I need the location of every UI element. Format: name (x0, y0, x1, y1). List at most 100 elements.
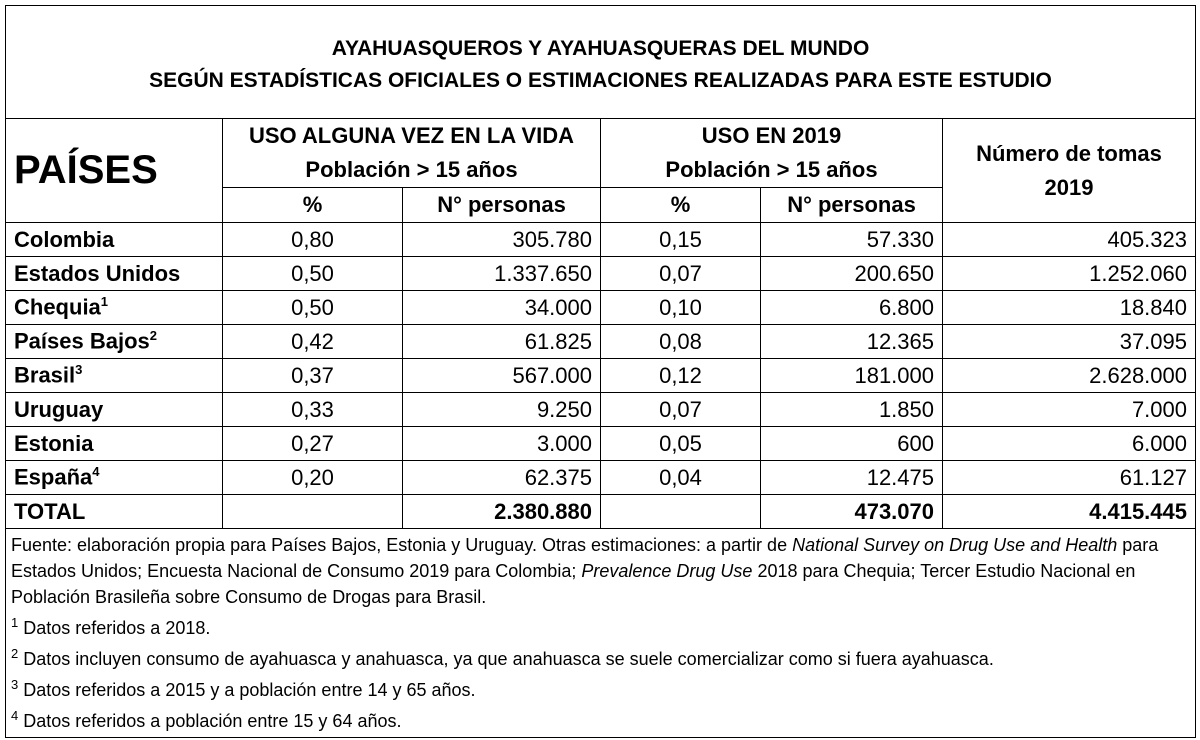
column-header: % (600, 187, 761, 223)
footnote: 2 Datos incluyen consumo de ayahuasca y … (11, 641, 1190, 672)
group-label: Población > 15 años (665, 157, 878, 182)
value-cell: 0,50 (222, 256, 403, 291)
note-mark: 4 (92, 464, 100, 480)
doses-label: 2019 (1044, 174, 1094, 200)
column-header: N° personas (402, 187, 601, 223)
value-cell: 37.095 (942, 324, 1196, 359)
country-cell: Estados Unidos (5, 256, 223, 291)
country: Estados Unidos (14, 260, 181, 286)
source-text: para Estados Unidos; Encuesta Nacional d… (11, 535, 1159, 581)
footnote-text: Datos incluyen consumo de ayahuasca y an… (23, 649, 994, 669)
empty-cell (222, 494, 403, 529)
document: AYAHUASQUEROS Y AYAHUASQUERAS DEL MUNDO … (5, 5, 1196, 738)
value-cell: 12.475 (760, 460, 943, 495)
value-cell: 6.000 (942, 426, 1196, 461)
value-cell: 1.850 (760, 392, 943, 427)
subheader-row: % N° personas % N° personas (6, 187, 1196, 223)
note-mark: 2 (149, 328, 157, 344)
footnote-mark: 4 (11, 708, 19, 723)
footnote: 3 Datos referidos a 2015 y a población e… (11, 672, 1190, 703)
value-cell: 0,37 (222, 358, 403, 393)
value-cell: 181.000 (760, 358, 943, 393)
table: AYAHUASQUEROS Y AYAHUASQUERAS DEL MUNDO … (5, 5, 1196, 738)
footnote-mark: 2 (11, 646, 19, 661)
value-cell: 0,05 (600, 426, 761, 461)
source: Fuente: elaboración propia para Países B… (11, 532, 1190, 610)
country-cell: Uruguay (5, 392, 223, 427)
country: Brasil (14, 362, 76, 388)
value-cell: 200.650 (760, 256, 943, 291)
footnote-text: Datos referidos a 2015 y a población ent… (23, 680, 476, 700)
value-cell: 3.000 (402, 426, 601, 461)
value-cell: 61.127 (942, 460, 1196, 495)
value-cell: 0,42 (222, 324, 403, 359)
total-row: TOTAL 2.380.880 473.070 4.415.445 (5, 494, 1196, 529)
title-row: AYAHUASQUEROS Y AYAHUASQUERAS DEL MUNDO … (5, 5, 1196, 119)
data-row: Países Bajos2 0,42 61.825 0,08 12.365 37.095 (5, 324, 1196, 359)
value-cell: 18.840 (942, 290, 1196, 325)
value-cell: 9.250 (402, 392, 601, 427)
value-cell: 0,08 (600, 324, 761, 359)
value-cell: 12.365 (760, 324, 943, 359)
total-label: TOTAL (5, 494, 223, 529)
value-cell: 0,12 (600, 358, 761, 393)
country-cell: Países Bajos2 (5, 324, 223, 359)
value-cell: 61.825 (402, 324, 601, 359)
footnote: 4 Datos referidos a población entre 15 y… (11, 703, 1190, 734)
value-cell: 567.000 (402, 358, 601, 393)
country-cell: Chequia1 (5, 290, 223, 325)
source-text: Fuente: elaboración propia para Países B… (11, 535, 793, 555)
doses-label: Número de tomas (976, 140, 1162, 166)
value-cell: 0,27 (222, 426, 403, 461)
value-cell: 0,10 (600, 290, 761, 325)
data-row: Uruguay 0,33 9.250 0,07 1.850 7.000 (5, 392, 1196, 427)
country-cell: Estonia (5, 426, 223, 461)
value-cell: 0,07 (600, 256, 761, 291)
data-row: Colombia 0,80 305.780 0,15 57.330 405.323 (5, 222, 1196, 257)
data-row: Estonia 0,27 3.000 0,05 600 6.000 (5, 426, 1196, 461)
value-cell: 0,50 (222, 290, 403, 325)
group-header: USO EN 2019 Población > 15 años (600, 118, 943, 188)
value-cell: 62.375 (402, 460, 601, 495)
value-cell: 0,20 (222, 460, 403, 495)
source-text: National Survey on Drug Use and Health (792, 535, 1118, 555)
footer: Fuente: elaboración propia para Países B… (5, 528, 1196, 738)
source-text: 2018 para Chequia; Tercer Estudio Nacion… (11, 561, 1136, 607)
value-cell: 2.628.000 (942, 358, 1196, 393)
country: Estonia (14, 430, 94, 456)
value-cell: 6.800 (760, 290, 943, 325)
note-mark: 3 (75, 362, 83, 378)
value-cell: 0,33 (222, 392, 403, 427)
data-row: España4 0,20 62.375 0,04 12.475 61.127 (5, 460, 1196, 495)
country: Países Bajos (14, 328, 150, 354)
value-cell: 1.337.650 (402, 256, 601, 291)
footnote-mark: 3 (11, 677, 19, 692)
total-value: 473.070 (760, 494, 943, 529)
value-cell: 405.323 (942, 222, 1196, 257)
value-cell: 1.252.060 (942, 256, 1196, 291)
data-row: Brasil3 0,37 567.000 0,12 181.000 2.628.000 (5, 358, 1196, 393)
country-cell: Brasil3 (5, 358, 223, 393)
title: AYAHUASQUEROS Y AYAHUASQUERAS DEL MUNDO … (5, 5, 1196, 119)
footnote: 1 Datos referidos a 2018. (11, 610, 1190, 641)
value-cell: 57.330 (760, 222, 943, 257)
country: Uruguay (14, 396, 104, 422)
value-cell: 0,07 (600, 392, 761, 427)
total-value: 2.380.880 (402, 494, 601, 529)
header-row: PAÍSES USO ALGUNA VEZ EN LA VIDA Població… (5, 118, 1196, 223)
title-line: AYAHUASQUEROS Y AYAHUASQUERAS DEL MUNDO (331, 37, 870, 60)
data-row: Chequia1 0,50 34.000 0,10 6.800 18.840 (5, 290, 1196, 325)
country: España (14, 464, 93, 490)
country: Colombia (14, 226, 115, 252)
value-cell: 0,80 (222, 222, 403, 257)
column-header: N° personas (760, 187, 943, 223)
value-cell: 0,04 (600, 460, 761, 495)
value-cell: 600 (760, 426, 943, 461)
table-body: AYAHUASQUEROS Y AYAHUASQUERAS DEL MUNDO … (5, 5, 1196, 738)
title-line: SEGÚN ESTADÍSTICAS OFICIALES O ESTIMACIO… (149, 69, 1052, 92)
column-header: % (222, 187, 403, 223)
footnote-mark: 1 (11, 615, 19, 630)
empty-cell (600, 494, 761, 529)
footnote-text: Datos referidos a población entre 15 y 6… (23, 711, 402, 731)
